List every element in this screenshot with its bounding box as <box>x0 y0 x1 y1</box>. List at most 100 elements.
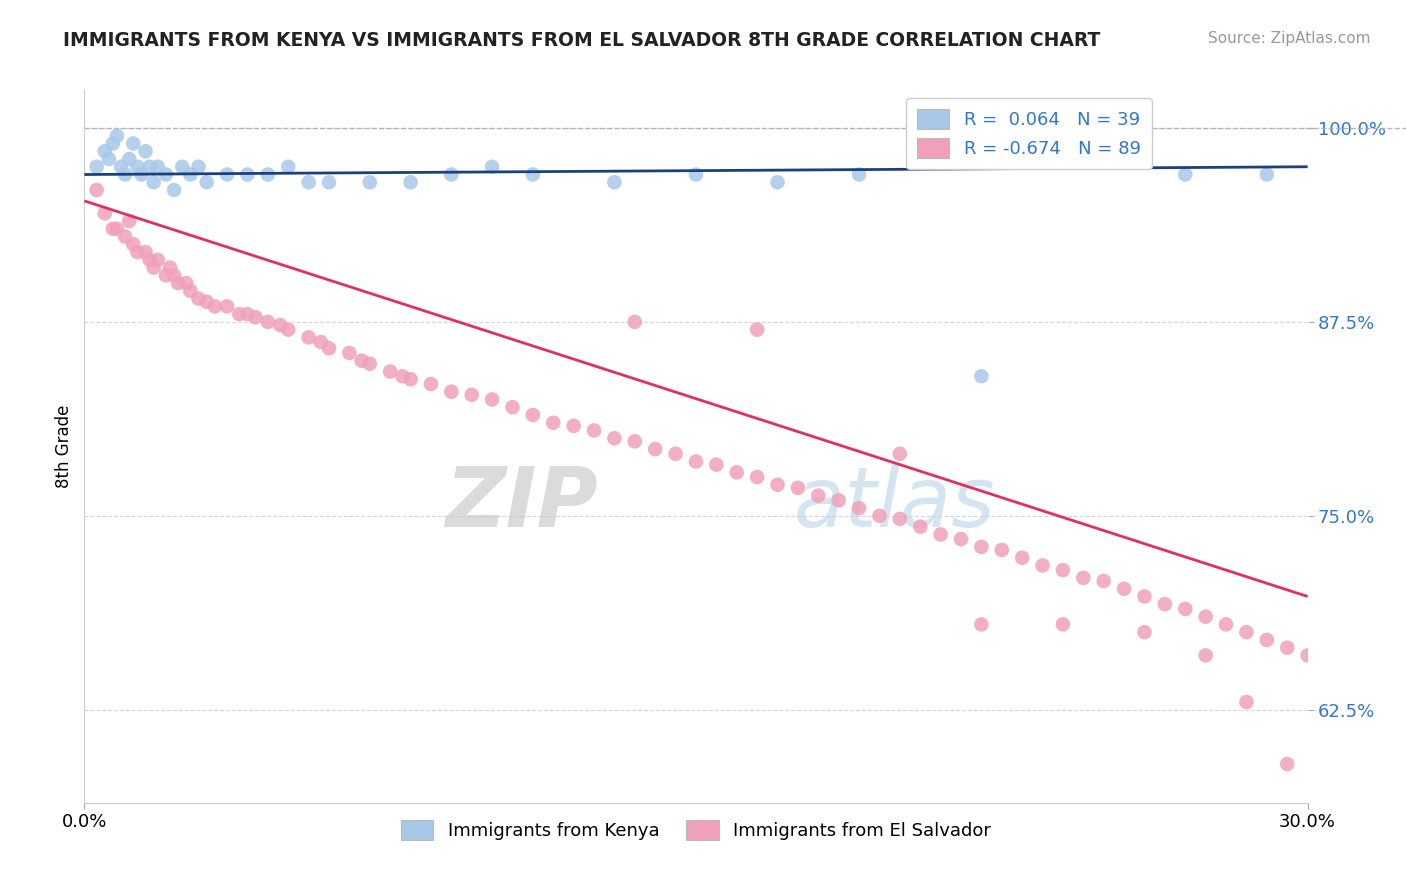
Point <box>1195 648 1218 663</box>
Point <box>146 160 169 174</box>
Point <box>1133 590 1156 604</box>
Point <box>277 160 299 174</box>
Point <box>236 168 259 182</box>
Point <box>135 145 157 159</box>
Point <box>163 183 186 197</box>
Point <box>807 489 830 503</box>
Point <box>1133 625 1156 640</box>
Point <box>97 152 120 166</box>
Point <box>1092 574 1115 588</box>
Point <box>1052 617 1074 632</box>
Point <box>1052 563 1074 577</box>
Point <box>583 424 606 438</box>
Point <box>562 418 585 433</box>
Point <box>172 160 194 174</box>
Point <box>318 341 340 355</box>
Point <box>1174 602 1197 616</box>
Point <box>187 292 209 306</box>
Point <box>603 175 626 189</box>
Y-axis label: 8th Grade: 8th Grade <box>55 404 73 488</box>
Point <box>155 268 177 283</box>
Point <box>481 160 503 174</box>
Point <box>1011 550 1033 565</box>
Text: atlas: atlas <box>794 463 995 543</box>
Point <box>1236 625 1258 640</box>
Point <box>420 376 443 391</box>
Point <box>787 481 810 495</box>
Point <box>159 260 181 275</box>
Point <box>359 357 381 371</box>
Point <box>1114 582 1136 596</box>
Point <box>131 168 153 182</box>
Point <box>101 136 124 151</box>
Point <box>440 168 463 182</box>
Point <box>86 183 108 197</box>
Point <box>1073 571 1095 585</box>
Point <box>86 160 108 174</box>
Point <box>195 294 218 309</box>
Point <box>359 175 381 189</box>
Point <box>269 318 291 332</box>
Point <box>167 276 190 290</box>
Point <box>138 252 160 267</box>
Point <box>828 493 851 508</box>
Point <box>461 388 484 402</box>
Point <box>174 276 197 290</box>
Point <box>1195 609 1218 624</box>
Point <box>339 346 361 360</box>
Point <box>277 323 299 337</box>
Point <box>142 175 165 189</box>
Point <box>257 315 280 329</box>
Point <box>440 384 463 399</box>
Point <box>118 152 141 166</box>
Point <box>118 214 141 228</box>
Point <box>179 284 201 298</box>
Point <box>725 466 748 480</box>
Point <box>93 206 115 220</box>
Point <box>1174 168 1197 182</box>
Point <box>350 353 373 368</box>
Point <box>543 416 565 430</box>
Point <box>399 372 422 386</box>
Point <box>380 365 402 379</box>
Point <box>603 431 626 445</box>
Text: IMMIGRANTS FROM KENYA VS IMMIGRANTS FROM EL SALVADOR 8TH GRADE CORRELATION CHART: IMMIGRANTS FROM KENYA VS IMMIGRANTS FROM… <box>63 31 1101 50</box>
Point <box>105 128 128 143</box>
Point <box>481 392 503 407</box>
Point <box>298 175 321 189</box>
Point <box>298 330 321 344</box>
Point <box>93 145 115 159</box>
Point <box>991 543 1014 558</box>
Legend: Immigrants from Kenya, Immigrants from El Salvador: Immigrants from Kenya, Immigrants from E… <box>394 813 998 847</box>
Point <box>309 334 332 349</box>
Point <box>1277 640 1299 655</box>
Point <box>318 175 340 189</box>
Point <box>644 442 666 456</box>
Point <box>127 160 149 174</box>
Point <box>706 458 728 472</box>
Point <box>848 168 870 182</box>
Point <box>146 252 169 267</box>
Point <box>105 222 128 236</box>
Point <box>502 401 524 415</box>
Point <box>114 168 136 182</box>
Point <box>1256 632 1278 647</box>
Point <box>766 175 789 189</box>
Point <box>766 477 789 491</box>
Point <box>142 260 165 275</box>
Point <box>204 299 226 313</box>
Point <box>1215 617 1237 632</box>
Point <box>195 175 218 189</box>
Point <box>970 369 993 384</box>
Point <box>399 175 422 189</box>
Point <box>391 369 413 384</box>
Point <box>970 540 993 554</box>
Point <box>1236 695 1258 709</box>
Point <box>1154 597 1177 611</box>
Point <box>624 434 647 449</box>
Point <box>163 268 186 283</box>
Point <box>685 454 707 468</box>
Point <box>110 160 132 174</box>
Point <box>848 501 870 516</box>
Point <box>101 222 124 236</box>
